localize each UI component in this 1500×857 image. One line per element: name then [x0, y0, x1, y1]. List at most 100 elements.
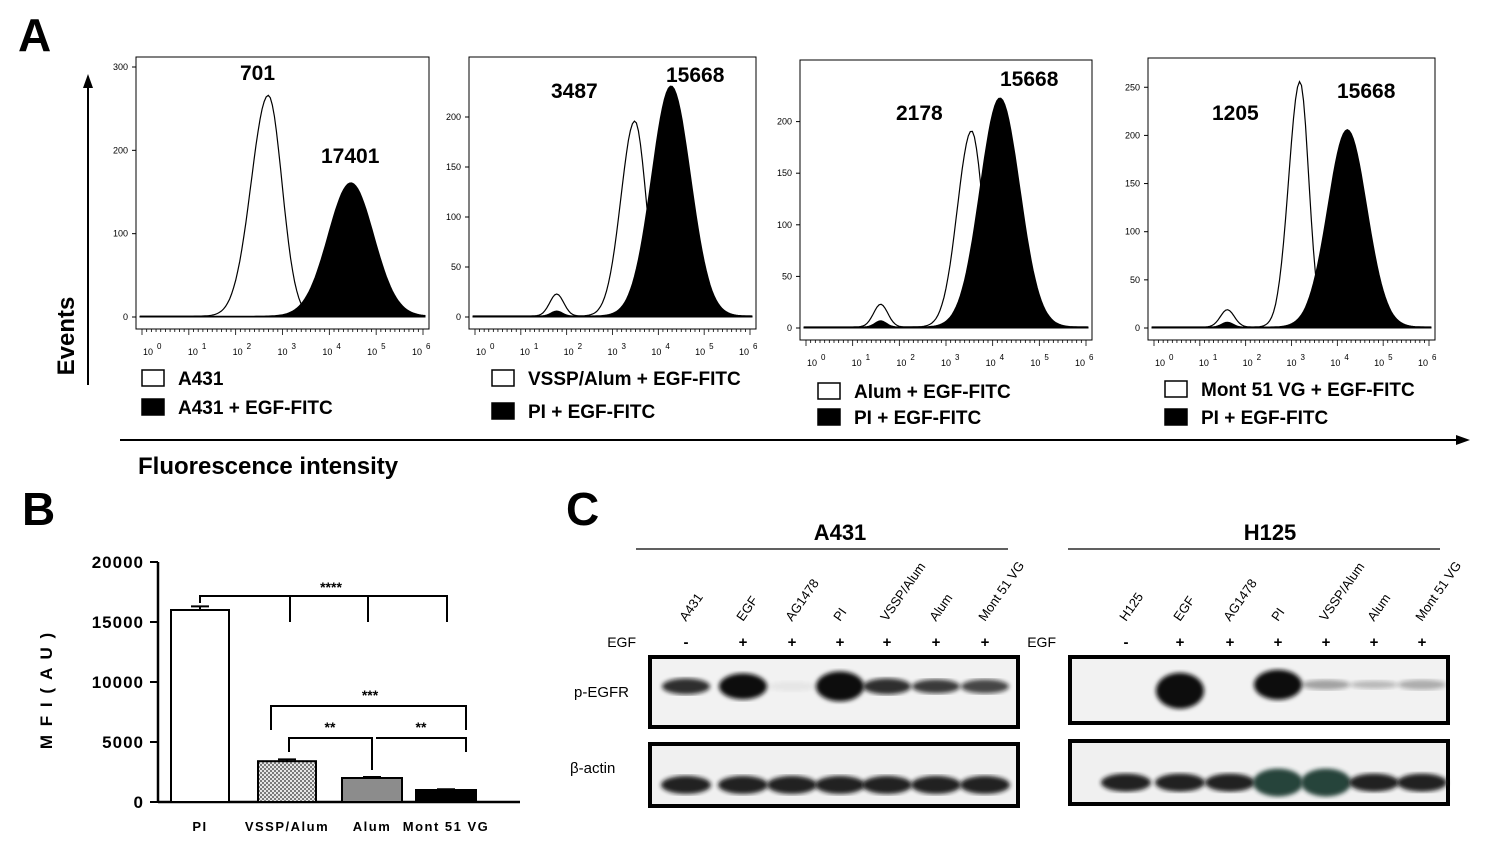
legend-open-swatch	[1164, 380, 1188, 398]
actin-band	[1349, 773, 1399, 792]
y-axis-label: Events	[53, 297, 80, 376]
x-tick-label: Mont 51 VG	[403, 819, 490, 834]
y-tick-label: 100	[113, 229, 128, 239]
open-peak-label: 701	[240, 62, 275, 85]
x-tick-label: 10	[143, 347, 153, 357]
histogram-1: 010020030010010110210310410510670117401A…	[113, 56, 431, 419]
actin-band	[1301, 768, 1351, 797]
blot-a431: A431A431-EGF+AG1478+PI+VSSP/Alum+Alum+Mo…	[607, 520, 1027, 808]
open-peak-label: 2178	[896, 102, 943, 125]
y-tick-label: 50	[1130, 275, 1140, 285]
filled-peak-label: 17401	[321, 145, 380, 168]
row-label-pegfr: p-EGFR	[574, 684, 629, 701]
x-tick-label: 10	[564, 347, 574, 357]
x-tick-label: 10	[1155, 358, 1165, 368]
x-tick-label: 10	[651, 347, 661, 357]
x-tick-exponent: 5	[1388, 353, 1393, 362]
y-tick-label: 5000	[102, 733, 144, 752]
actin-band	[1101, 773, 1151, 792]
egf-sign: +	[883, 634, 892, 651]
x-tick-label: 10	[1330, 358, 1340, 368]
egf-sign: +	[932, 634, 941, 651]
legend-open-swatch	[141, 369, 165, 387]
bar-vssp-alum	[257, 760, 317, 803]
open-peak-label: 1205	[1212, 102, 1259, 125]
x-axis-arrow-head	[1456, 435, 1470, 445]
x-tick-label: 10	[1030, 358, 1040, 368]
pegfr-band	[1398, 679, 1446, 690]
legend-filled-swatch	[1164, 408, 1188, 426]
x-tick-exponent: 5	[381, 342, 386, 351]
x-tick-exponent: 1	[1213, 353, 1218, 362]
egf-sign: +	[1226, 634, 1235, 651]
x-tick-exponent: 6	[426, 342, 431, 351]
egf-row-label: EGF	[1027, 634, 1056, 650]
legend-open-label: Mont 51 VG + EGF-FITC	[1201, 380, 1415, 401]
x-tick-label: 10	[520, 347, 530, 357]
lane-label: PI	[830, 605, 849, 624]
egf-sign: +	[1322, 634, 1331, 651]
egf-sign: -	[1124, 634, 1129, 651]
x-tick-exponent: 5	[1044, 353, 1049, 362]
open-histogram	[473, 120, 752, 317]
lane-label: PI	[1268, 605, 1287, 624]
y-tick-label: 10000	[92, 673, 144, 692]
legend-filled-swatch	[491, 402, 515, 420]
egf-sign: +	[1176, 634, 1185, 651]
lane-label: Alum	[1364, 591, 1393, 624]
panel-c-letter: C	[566, 483, 600, 535]
pegfr-band	[863, 678, 911, 695]
open-histogram	[1152, 80, 1431, 328]
pegfr-band	[816, 671, 864, 702]
y-tick-label: 0	[1135, 323, 1140, 333]
y-axis-arrow-head	[83, 74, 93, 88]
filled-peak-label: 15668	[1000, 68, 1059, 91]
bar-mont-51-vg	[415, 789, 477, 803]
bar-chart: 0 5000 10000 15000 20000 M F I ( A U ) PI VSSP/…	[37, 553, 520, 834]
x-tick-label: 10	[986, 358, 996, 368]
lane-label: VSSP/Alum	[877, 559, 928, 623]
egf-sign: +	[739, 634, 748, 651]
legend-filled-label: A431 + EGF-FITC	[178, 398, 333, 419]
open-histogram	[804, 130, 1088, 328]
actin-band	[960, 775, 1010, 794]
significance-label: ****	[320, 579, 342, 595]
x-tick-label: 10	[739, 347, 749, 357]
histogram-2: 0501001502001001011021031041051063487156…	[446, 56, 758, 423]
x-tick-exponent: 6	[1432, 353, 1437, 362]
egf-sign: +	[981, 634, 990, 651]
x-tick-label: 10	[852, 358, 862, 368]
x-tick-label: Alum	[353, 819, 392, 834]
legend-open-swatch	[491, 369, 515, 387]
y-tick-label: 150	[777, 168, 792, 178]
x-tick-exponent: 2	[910, 353, 915, 362]
egf-row-label: EGF	[607, 634, 636, 650]
x-tick-exponent: 3	[1301, 353, 1306, 362]
x-tick-label: 10	[1374, 358, 1384, 368]
x-tick-exponent: 1	[866, 353, 871, 362]
pegfr-band	[1302, 679, 1350, 690]
x-tick-exponent: 6	[753, 342, 758, 351]
x-tick-exponent: 4	[1000, 353, 1005, 362]
x-tick-exponent: 5	[709, 342, 714, 351]
filled-histogram	[139, 182, 426, 318]
lane-label: EGF	[733, 593, 761, 624]
x-tick-exponent: 2	[1257, 353, 1262, 362]
y-tick-label: 0	[123, 312, 128, 322]
actin-band	[718, 775, 768, 794]
legend-open-label: A431	[178, 369, 224, 390]
actin-band	[1397, 773, 1447, 792]
x-axis-label: Fluorescence intensity	[138, 453, 399, 480]
x-tick-label: 10	[476, 347, 486, 357]
x-tick-exponent: 4	[1344, 353, 1349, 362]
pegfr-band	[1254, 669, 1302, 700]
x-tick-exponent: 0	[490, 342, 495, 351]
actin-band	[911, 775, 961, 794]
filled-histogram	[1151, 129, 1432, 329]
x-tick-exponent: 6	[1089, 353, 1094, 362]
lane-label: Mont 51 VG	[1412, 558, 1464, 623]
x-tick-exponent: 1	[534, 342, 539, 351]
cell-line-title: A431	[814, 520, 867, 545]
panel-a-letter: A	[18, 9, 52, 61]
y-tick-label: 200	[777, 117, 792, 127]
